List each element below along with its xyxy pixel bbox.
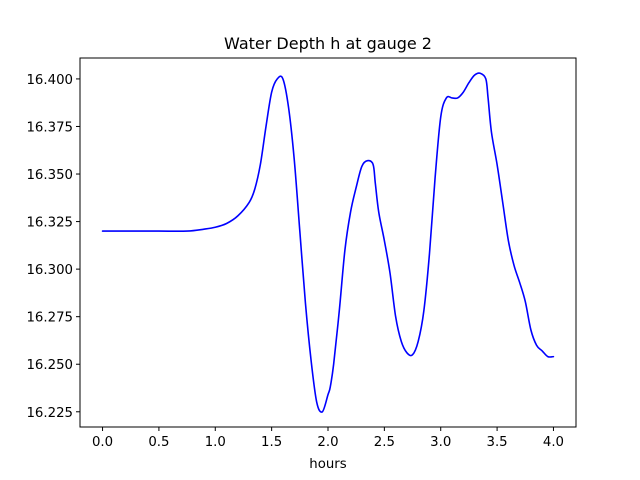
x-tick-label: 0.5 <box>148 435 169 450</box>
chart-title: Water Depth h at gauge 2 <box>224 34 432 53</box>
x-tick-label: 4.0 <box>543 435 564 450</box>
x-axis-label: hours <box>309 457 346 472</box>
x-tick-label: 0.0 <box>92 435 113 450</box>
x-tick-label: 2.5 <box>374 435 395 450</box>
y-tick-label: 16.400 <box>26 73 73 88</box>
y-tick-label: 16.250 <box>26 358 73 373</box>
y-tick-label: 16.375 <box>26 120 73 135</box>
y-tick-label: 16.350 <box>26 168 73 183</box>
y-tick-label: 16.325 <box>26 216 73 231</box>
y-axis: 16.225 16.250 16.275 16.300 16.325 16.350 16.3… <box>26 73 80 421</box>
x-tick-label: 1.0 <box>205 435 226 450</box>
data-series-line <box>101 72 555 413</box>
y-tick-label: 16.275 <box>26 311 73 326</box>
x-axis: 0.0 0.5 1.0 1.5 2.0 2.5 3.0 3.5 4.0 <box>92 427 564 450</box>
x-tick-label: 1.5 <box>261 435 282 450</box>
x-tick-label: 3.5 <box>487 435 508 450</box>
y-tick-label: 16.300 <box>26 263 73 278</box>
x-tick-label: 2.0 <box>317 435 338 450</box>
y-tick-label: 16.225 <box>26 406 73 421</box>
x-tick-label: 3.0 <box>430 435 451 450</box>
